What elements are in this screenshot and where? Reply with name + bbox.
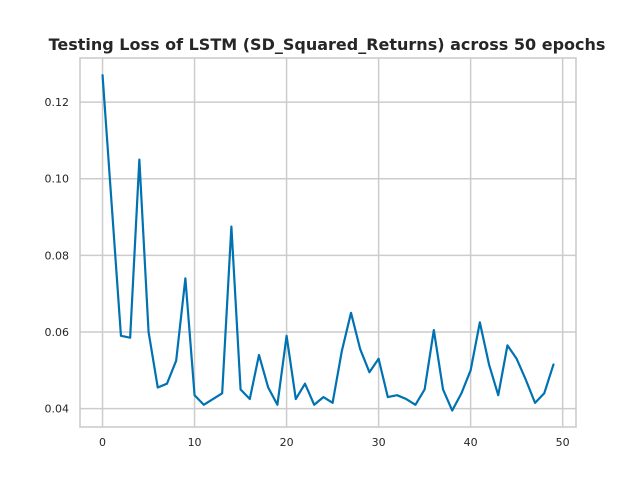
x-tick-label: 20 bbox=[280, 436, 294, 449]
tick-labels: 0 10 20 30 40 50 0.04 0.06 0.08 0.10 0.12 bbox=[45, 96, 570, 449]
x-tick-label: 40 bbox=[464, 436, 478, 449]
y-tick-label: 0.06 bbox=[45, 326, 70, 339]
y-tick-label: 0.04 bbox=[45, 403, 70, 416]
x-tick-label: 30 bbox=[372, 436, 386, 449]
chart-title: Testing Loss of LSTM (SD_Squared_Returns… bbox=[49, 35, 606, 54]
series-layer bbox=[101, 74, 555, 412]
y-tick-label: 0.12 bbox=[45, 96, 70, 109]
y-tick-label: 0.08 bbox=[45, 249, 70, 262]
grid bbox=[80, 58, 576, 427]
x-tick-label: 10 bbox=[188, 436, 202, 449]
x-tick-label: 50 bbox=[556, 436, 570, 449]
y-tick-label: 0.10 bbox=[45, 173, 70, 186]
plot-frame bbox=[79, 57, 577, 428]
loss-line bbox=[101, 74, 555, 412]
x-tick-label: 0 bbox=[99, 436, 106, 449]
